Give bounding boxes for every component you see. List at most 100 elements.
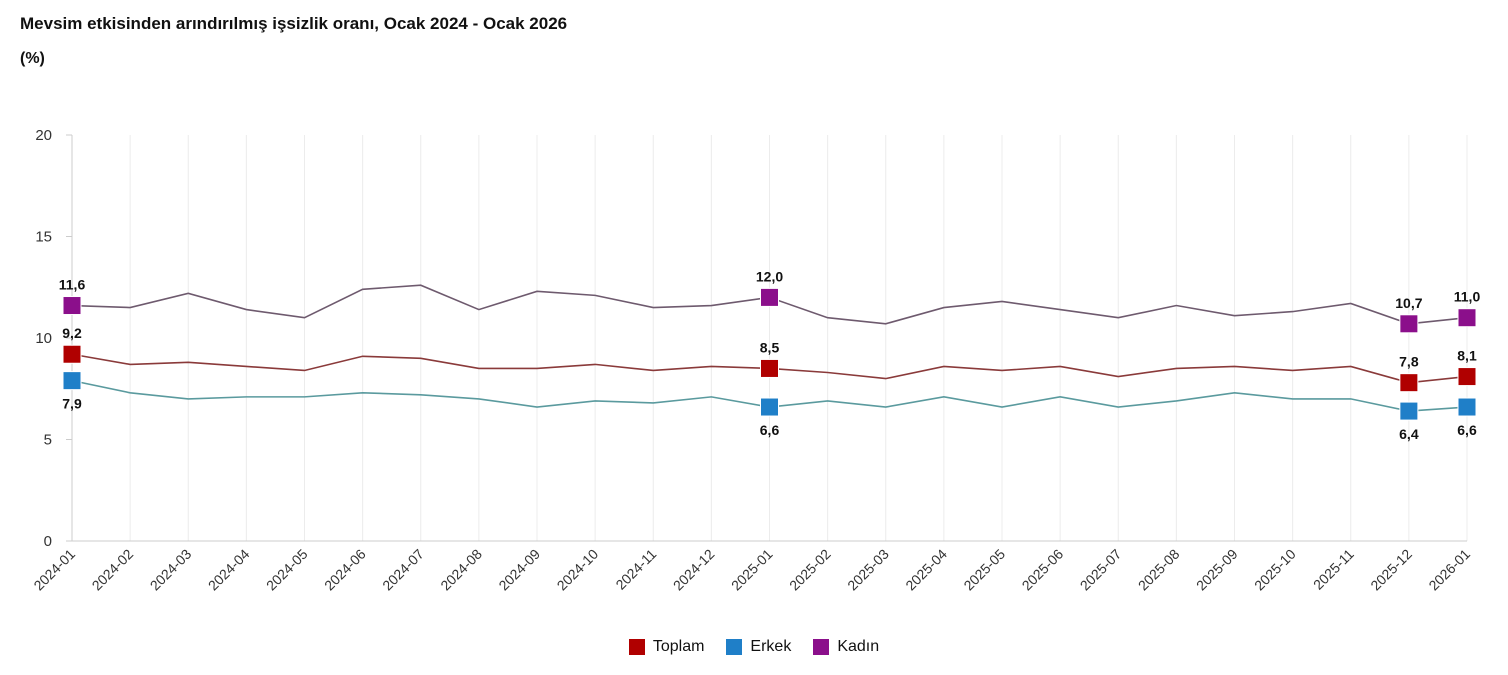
data-point-erkek — [535, 405, 539, 409]
x-tick-label: 2025-07 — [1077, 546, 1125, 594]
data-point-erkek — [419, 393, 423, 397]
data-point-erkek — [942, 395, 946, 399]
data-point-erkek — [651, 401, 655, 405]
legend-label-toplam: Toplam — [652, 638, 705, 655]
data-point-kadin — [1233, 314, 1237, 318]
data-label-erkek: 7,9 — [62, 396, 82, 412]
legend: Toplam Erkek Kadın — [0, 638, 1508, 656]
x-tick-label: 2024-09 — [495, 546, 543, 594]
x-tick-label: 2024-08 — [437, 546, 485, 594]
data-point-toplam — [1000, 368, 1004, 372]
marker-kadin — [760, 287, 779, 307]
data-point-toplam — [942, 364, 946, 368]
data-point-toplam — [884, 377, 888, 381]
data-point-toplam — [593, 362, 597, 366]
data-point-erkek — [477, 397, 481, 401]
data-point-kadin — [1116, 316, 1120, 320]
data-point-erkek — [709, 395, 713, 399]
data-point-erkek — [361, 391, 365, 395]
x-tick-label: 2024-12 — [670, 546, 718, 594]
data-point-kadin — [826, 316, 830, 320]
y-tick-label: 0 — [44, 533, 52, 550]
data-point-kadin — [128, 306, 132, 310]
legend-label-kadin: Kadın — [837, 638, 880, 655]
data-point-erkek — [884, 405, 888, 409]
x-tick-label: 2024-01 — [30, 546, 78, 594]
data-point-kadin — [244, 308, 248, 312]
x-tick-label: 2025-01 — [728, 546, 776, 594]
marker-kadin — [62, 296, 82, 316]
data-point-erkek — [128, 391, 132, 395]
data-point-erkek — [1058, 395, 1062, 399]
data-point-erkek — [1116, 405, 1120, 409]
marker-kadin — [1399, 314, 1419, 334]
x-tick-label: 2024-03 — [147, 546, 195, 594]
data-point-kadin — [186, 291, 190, 295]
data-point-toplam — [826, 371, 830, 375]
y-tick-label: 15 — [35, 229, 52, 246]
legend-label-erkek: Erkek — [750, 638, 792, 655]
x-tick-label: 2025-10 — [1251, 546, 1299, 594]
legend-swatch-kadin — [813, 639, 830, 655]
data-point-kadin — [535, 289, 539, 293]
x-tick-label: 2024-11 — [612, 546, 659, 593]
data-point-toplam — [651, 368, 655, 372]
x-tick-label: 2026-01 — [1425, 546, 1473, 594]
data-point-toplam — [361, 354, 365, 358]
legend-swatch-erkek — [726, 639, 743, 655]
data-label-kadin: 10,7 — [1395, 295, 1422, 311]
data-point-toplam — [303, 368, 307, 372]
data-point-kadin — [477, 308, 481, 312]
marker-kadin — [1457, 308, 1477, 328]
data-label-toplam: 7,8 — [1399, 354, 1419, 370]
data-point-kadin — [593, 293, 597, 297]
data-point-kadin — [419, 283, 423, 287]
data-point-toplam — [128, 362, 132, 366]
legend-item-kadin[interactable]: Kadın — [813, 638, 879, 656]
legend-item-erkek[interactable]: Erkek — [726, 638, 791, 656]
data-point-erkek — [1174, 399, 1178, 403]
x-tick-label: 2024-07 — [379, 546, 427, 594]
legend-swatch-toplam — [628, 639, 645, 655]
y-tick-label: 5 — [44, 432, 52, 449]
marker-erkek — [1457, 397, 1477, 417]
data-point-toplam — [1291, 368, 1295, 372]
marker-erkek — [760, 397, 779, 417]
marker-erkek — [1399, 401, 1419, 421]
data-point-toplam — [186, 360, 190, 364]
x-tick-label: 2025-05 — [960, 546, 1008, 594]
data-label-kadin: 12,0 — [756, 268, 783, 284]
marker-toplam — [1399, 373, 1419, 393]
data-point-kadin — [1174, 304, 1178, 308]
data-point-erkek — [593, 399, 597, 403]
data-point-toplam — [477, 366, 481, 370]
x-tick-label: 2024-02 — [89, 546, 137, 594]
y-tick-label: 20 — [35, 127, 52, 144]
legend-item-toplam[interactable]: Toplam — [628, 638, 705, 656]
data-label-erkek: 6,4 — [1399, 426, 1419, 442]
x-tick-label: 2025-03 — [844, 546, 892, 594]
marker-erkek — [62, 371, 82, 391]
chart-title: Mevsim etkisinden arındırılmış işsizlik … — [20, 14, 568, 33]
data-point-toplam — [1349, 364, 1353, 368]
data-point-erkek — [1000, 405, 1004, 409]
marker-toplam — [1457, 367, 1477, 387]
data-point-toplam — [535, 366, 539, 370]
x-tick-label: 2025-12 — [1367, 546, 1415, 594]
data-point-erkek — [186, 397, 190, 401]
data-point-kadin — [1058, 308, 1062, 312]
data-point-kadin — [361, 287, 365, 291]
x-tick-label: 2024-04 — [205, 546, 253, 594]
data-point-kadin — [651, 306, 655, 310]
x-tick-label: 2025-08 — [1135, 546, 1183, 594]
data-point-kadin — [1000, 299, 1004, 303]
data-label-toplam: 9,2 — [62, 325, 82, 341]
x-tick-label: 2025-11 — [1310, 546, 1357, 593]
y-axis-unit: (%) — [20, 50, 45, 67]
data-point-erkek — [826, 399, 830, 403]
y-tick-label: 10 — [35, 330, 52, 347]
x-tick-label: 2024-10 — [554, 546, 602, 594]
data-label-toplam: 8,1 — [1457, 348, 1477, 364]
data-point-erkek — [1291, 397, 1295, 401]
